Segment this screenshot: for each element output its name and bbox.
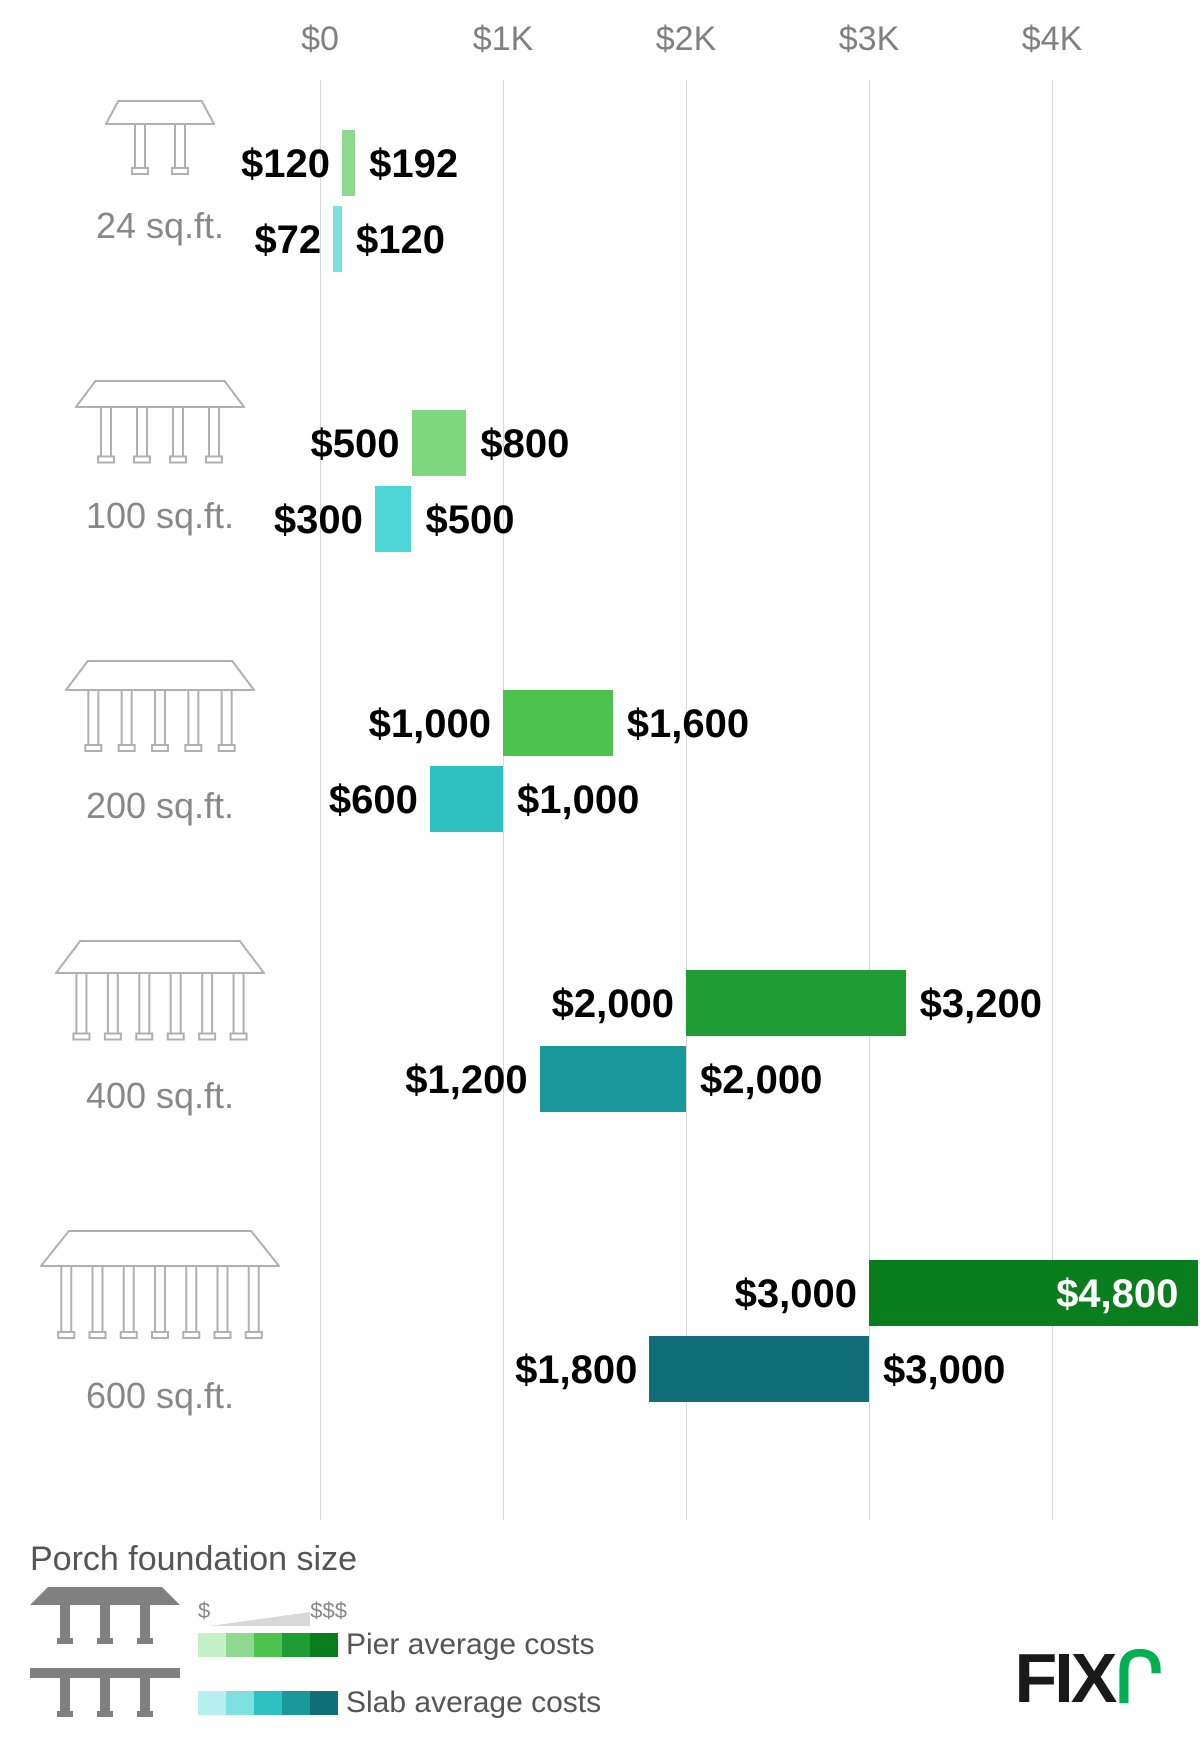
pier-high-label: $800 bbox=[480, 422, 569, 467]
legend-swatch bbox=[254, 1633, 282, 1657]
slab-high-label: $2,000 bbox=[700, 1058, 822, 1103]
chart-row: 200 sq.ft. $1,000 $1,600 $600 $1,000 bbox=[0, 660, 1200, 900]
size-label: 600 sq.ft. bbox=[30, 1375, 290, 1417]
pier-low-label: $500 bbox=[311, 422, 400, 467]
pier-low-label: $2,000 bbox=[552, 982, 674, 1027]
axis-tick-label: $1K bbox=[473, 20, 534, 59]
legend: Porch foundation size $ $$$ Pier average… bbox=[30, 1540, 830, 1738]
slab-bar bbox=[430, 766, 503, 832]
size-label: 400 sq.ft. bbox=[30, 1075, 290, 1117]
pier-bar bbox=[503, 690, 613, 756]
legend-scale-marks: $ $$$ bbox=[198, 1598, 338, 1624]
pier-high-label: $1,600 bbox=[627, 702, 749, 747]
legend-pier-swatches bbox=[198, 1633, 338, 1657]
pier-bar bbox=[412, 410, 467, 476]
legend-swatch bbox=[226, 1633, 254, 1657]
legend-swatch bbox=[226, 1691, 254, 1715]
axis-tick-label: $3K bbox=[839, 20, 900, 59]
porch-icon: 600 sq.ft. bbox=[30, 1230, 290, 1417]
logo-fix: FIX bbox=[1015, 1639, 1115, 1717]
legend-pier-icon bbox=[30, 1587, 180, 1662]
logo-r: Ր bbox=[1114, 1639, 1160, 1717]
legend-scale-triangle bbox=[210, 1612, 310, 1626]
legend-swatch bbox=[310, 1691, 338, 1715]
pier-low-label: $1,000 bbox=[369, 702, 491, 747]
chart-row: 400 sq.ft. $2,000 $3,200 $1,200 $2,000 bbox=[0, 940, 1200, 1180]
slab-low-label: $600 bbox=[329, 778, 418, 823]
axis-tick-label: $0 bbox=[301, 20, 339, 59]
slab-high-label: $500 bbox=[426, 498, 515, 543]
pier-high-label: $192 bbox=[369, 142, 458, 187]
axis-tick-label: $4K bbox=[1022, 20, 1083, 59]
porch-icon: 200 sq.ft. bbox=[30, 660, 290, 827]
slab-bar bbox=[333, 206, 342, 272]
porch-icon: 400 sq.ft. bbox=[30, 940, 290, 1117]
slab-high-label: $1,000 bbox=[517, 778, 639, 823]
legend-swatch bbox=[282, 1633, 310, 1657]
legend-slab-swatches bbox=[198, 1691, 338, 1715]
legend-swatch bbox=[198, 1691, 226, 1715]
slab-low-label: $1,800 bbox=[515, 1348, 637, 1393]
slab-bar bbox=[649, 1336, 869, 1402]
size-label: 200 sq.ft. bbox=[30, 785, 290, 827]
slab-bar bbox=[540, 1046, 686, 1112]
slab-low-label: $300 bbox=[274, 498, 363, 543]
legend-scale-low: $ bbox=[198, 1598, 210, 1624]
slab-low-label: $72 bbox=[254, 218, 321, 263]
legend-scale-high: $$$ bbox=[310, 1598, 347, 1624]
pier-bar bbox=[342, 130, 355, 196]
legend-slab-label: Slab average costs bbox=[346, 1686, 601, 1720]
slab-low-label: $1,200 bbox=[405, 1058, 527, 1103]
pier-low-label: $120 bbox=[241, 142, 330, 187]
slab-high-label: $120 bbox=[356, 218, 445, 263]
legend-pier-label: Pier average costs bbox=[346, 1628, 594, 1662]
size-label: 100 sq.ft. bbox=[30, 495, 290, 537]
axis-tick-label: $2K bbox=[656, 20, 717, 59]
slab-high-label: $3,000 bbox=[883, 1348, 1005, 1393]
legend-title: Porch foundation size bbox=[30, 1540, 830, 1579]
pier-bar bbox=[686, 970, 906, 1036]
legend-swatch bbox=[282, 1691, 310, 1715]
pier-low-label: $3,000 bbox=[735, 1272, 857, 1317]
chart-row: 600 sq.ft. $3,000 $4,800 $1,800 $3,000 bbox=[0, 1230, 1200, 1470]
porch-icon: 100 sq.ft. bbox=[30, 380, 290, 537]
size-label: 24 sq.ft. bbox=[30, 205, 290, 247]
chart-row: 100 sq.ft. $500 $800 $300 $500 bbox=[0, 380, 1200, 620]
legend-swatch bbox=[198, 1633, 226, 1657]
legend-slab-icon bbox=[30, 1668, 180, 1738]
fixr-logo: FIXՐ bbox=[1015, 1637, 1160, 1719]
chart-row: 24 sq.ft. $120 $192 $72 $120 bbox=[0, 100, 1200, 340]
pier-high-label: $3,200 bbox=[920, 982, 1042, 1027]
chart-area: $0 $1K $2K $3K $4K 24 sq.ft. $120 $192 $72 $120 1… bbox=[0, 0, 1200, 1520]
legend-swatch bbox=[254, 1691, 282, 1715]
legend-swatch bbox=[310, 1633, 338, 1657]
slab-bar bbox=[375, 486, 412, 552]
pier-high-label: $4,800 bbox=[1056, 1272, 1178, 1317]
